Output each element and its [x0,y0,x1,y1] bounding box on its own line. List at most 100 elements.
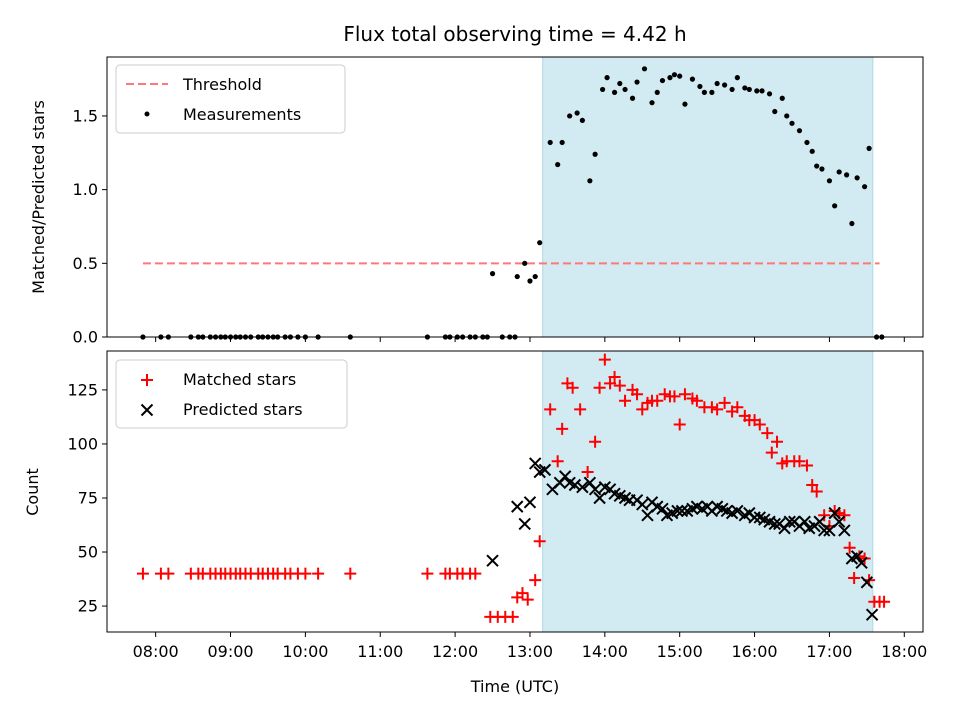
matched-star-point [529,574,542,587]
measurement-point [512,334,518,340]
predicted-star-point [636,498,649,511]
bottom-x-tick-label: 18:00 [881,642,927,661]
matched-star-point [312,567,325,580]
measurement-point [140,334,146,340]
measurement-point [447,334,453,340]
matched-star-point [631,388,644,401]
matched-star-point [619,394,632,407]
predicted-star-point [558,470,572,483]
matched-star-point [765,446,778,459]
x-axis-label: Time (UTC) [470,677,559,696]
measurement-point [844,172,850,178]
predicted-star-point [671,504,684,518]
matched-star-point [469,567,482,580]
measurement-point [188,334,194,340]
matched-star-point [604,377,617,390]
predicted-star-point [832,515,846,528]
measurement-point [599,86,606,93]
measurement-point [532,273,538,280]
bottom-legend-box [115,359,348,429]
measurement-point [617,80,623,87]
measurement-point [682,101,688,107]
predicted-star-point [823,524,836,537]
matched-star-point [589,435,602,448]
matched-star-point [344,567,357,580]
measurement-point [514,273,520,280]
measurement-point [237,334,243,340]
matched-star-point [574,403,587,416]
measurement-point [832,203,838,209]
measurement-point [772,108,778,115]
bottom-x-tick-label: 14:00 [582,642,628,661]
measurement-point [634,79,640,85]
measurement-point [295,334,301,340]
matched-star-point [636,403,649,416]
bottom-y-tick-label: 125 [67,380,98,399]
measurement-point [729,86,735,93]
top-observing-window [542,56,874,338]
predicted-star-point [588,483,602,496]
bottom-y-tick-label: 50 [78,543,98,562]
matched-star-point [718,396,731,409]
matched-star-point [843,541,856,554]
predicted-star-point [656,502,669,515]
measurement-point [671,72,678,78]
measurement-point [574,110,580,116]
matched-star-point [608,370,621,383]
matched-star-point [613,379,626,392]
measurement-point [709,89,715,95]
top-legend-box [115,64,346,134]
matched-star-point [533,535,546,548]
matched-star-point [162,567,175,580]
measurement-point [641,66,648,72]
matched-star-point [800,459,813,472]
bottom-y-tick-label: 25 [78,597,98,616]
top-panel: 0.0 0.5 1.0 1.5 [73,56,924,347]
bottom-axes-frame [106,350,924,633]
measurement-point [265,334,271,340]
measurement-point [347,334,353,340]
matched-star-point [731,401,744,414]
measurement-point [746,86,752,93]
measurement-point [714,80,720,87]
measurement-point [697,83,703,90]
measurement-point [454,334,460,340]
predicted-star-point [518,517,531,531]
measurement-point [789,120,795,126]
measurement-point [195,334,201,340]
bottom-y-tick-label: 75 [78,488,98,507]
predicted-star-point [641,509,654,522]
measurement-point [873,334,880,340]
measurement-point [537,240,543,246]
measurement-point [212,334,219,340]
bottom-x-tick-label: 13:00 [507,642,553,661]
measurement-point [467,334,473,340]
measurement-point [734,75,740,81]
measurement-point [522,260,528,266]
bottom-x-tick-label: 10:00 [282,642,328,661]
bottom-y-axis-label: Count [23,468,42,516]
measurement-point [489,271,496,277]
measurement-point [667,75,673,81]
measurement-point [862,184,868,190]
measurement-point [567,113,573,119]
measurement-point [611,89,618,95]
matched-star-point [668,390,681,403]
measurement-point [879,334,885,340]
top-legend: Threshold Measurements [115,64,346,134]
measurement-point [227,334,234,340]
predicted-star-point [855,556,868,570]
measurement-point [659,77,666,84]
top-y-tick-label: 1.0 [73,180,98,199]
measurement-point [701,89,708,95]
bottom-panel: 25 50 75 100 125 08:00 09:00 10:00 11:00 12:00 13:… [67,350,927,661]
predicted-star-point [538,463,552,477]
measurement-point [527,278,533,284]
bottom-x-tick-label: 12:00 [432,642,478,661]
measurement-point [260,334,266,340]
predicted-star-point [576,480,589,494]
matched-star-point [878,595,891,608]
measurement-point [218,334,224,340]
matched-star-point [598,353,611,366]
measurement-point [275,334,281,340]
